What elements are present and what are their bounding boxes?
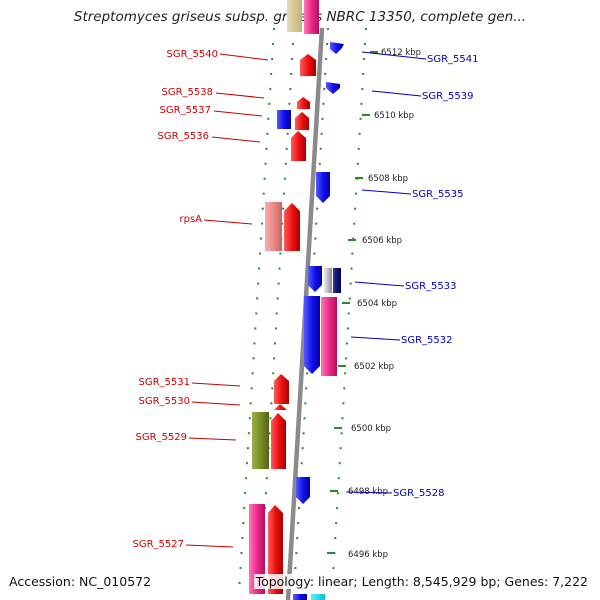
gene-pink-5527[interactable] xyxy=(249,504,265,594)
label-sgr-5527[interactable]: SGR_5527 xyxy=(133,539,185,550)
gene-partial-bottom-cyan[interactable] xyxy=(311,594,325,600)
gene-arrow-sgr-5529[interactable] xyxy=(271,413,286,469)
tick-6510: 6510 kbp xyxy=(374,111,414,121)
label-sgr-5535[interactable]: SGR_5535 xyxy=(412,189,464,200)
gene-arrow-rpsA[interactable] xyxy=(284,203,300,251)
tick-6500: 6500 kbp xyxy=(351,424,391,434)
gene-rpsA-partner[interactable] xyxy=(265,202,282,251)
gene-navy-5533[interactable] xyxy=(333,268,341,293)
gene-arrow-sgr-5535[interactable] xyxy=(316,172,330,203)
label-sgr-5533[interactable]: SGR_5533 xyxy=(405,281,457,292)
scale-ticks: 6512 kbp 6510 kbp 6508 kbp 6506 kbp 6504… xyxy=(327,48,421,560)
gene-blue-5537[interactable] xyxy=(277,110,291,129)
label-sgr-5539[interactable]: SGR_5539 xyxy=(422,91,474,102)
gene-partial-bottom-blue[interactable] xyxy=(293,594,307,600)
gene-arrow-sgr-5533[interactable] xyxy=(308,266,322,292)
right-gene-labels: SGR_5541 SGR_5539 SGR_5535 SGR_5533 SGR_… xyxy=(345,51,479,499)
forward-strand-genes xyxy=(293,42,344,600)
accession-text: Accession: NC_010572 xyxy=(9,574,152,589)
reverse-strand-genes xyxy=(249,0,319,594)
gene-arrow-sgr-5536[interactable] xyxy=(291,131,306,161)
tick-6506: 6506 kbp xyxy=(362,236,402,246)
label-sgr-5540[interactable]: SGR_5540 xyxy=(167,49,219,60)
gene-partial-top-tan[interactable] xyxy=(287,0,302,32)
label-sgr-5528[interactable]: SGR_5528 xyxy=(393,488,445,499)
gene-arrow-sgr-5539[interactable] xyxy=(326,82,340,94)
outer-right-dots xyxy=(331,27,367,593)
tick-6508: 6508 kbp xyxy=(368,174,408,184)
label-sgr-5530[interactable]: SGR_5530 xyxy=(139,396,191,407)
label-sgr-5529[interactable]: SGR_5529 xyxy=(136,432,188,443)
tick-6512: 6512 kbp xyxy=(381,48,421,58)
tick-6502: 6502 kbp xyxy=(354,362,394,372)
label-sgr-5537[interactable]: SGR_5537 xyxy=(160,105,212,116)
tick-6496: 6496 kbp xyxy=(348,550,388,560)
gene-arrow-sgr-5538[interactable] xyxy=(297,97,310,109)
topology-text: Topology: linear; Length: 8,545,929 bp; … xyxy=(253,574,590,589)
tick-6504: 6504 kbp xyxy=(357,299,397,309)
gene-arrow-sgr-5537[interactable] xyxy=(295,112,309,130)
gene-arrow-sgr-5541[interactable] xyxy=(330,42,344,54)
label-sgr-5531[interactable]: SGR_5531 xyxy=(139,377,191,388)
left-gene-labels: SGR_5540 SGR_5538 SGR_5537 SGR_5536 rpsA… xyxy=(133,49,269,550)
gene-arrow-sgr-5530[interactable] xyxy=(274,404,287,410)
gene-arrow-sgr-5540[interactable] xyxy=(300,54,316,76)
label-sgr-5538[interactable]: SGR_5538 xyxy=(162,87,214,98)
gene-arrow-sgr-5531[interactable] xyxy=(274,374,289,404)
gene-arrow-sgr-5532[interactable] xyxy=(304,296,320,374)
gene-pink-5532[interactable] xyxy=(321,297,337,376)
gene-grey-5533[interactable] xyxy=(324,268,332,293)
label-sgr-5541[interactable]: SGR_5541 xyxy=(427,54,479,65)
gene-arrow-sgr-5527[interactable] xyxy=(268,505,283,594)
label-rpsa[interactable]: rpsA xyxy=(179,214,202,225)
gene-olive-5529[interactable] xyxy=(252,412,269,469)
label-sgr-5532[interactable]: SGR_5532 xyxy=(401,335,453,346)
label-sgr-5536[interactable]: SGR_5536 xyxy=(158,131,210,142)
gene-partial-top-red[interactable] xyxy=(304,0,319,34)
gene-arrow-sgr-5528[interactable] xyxy=(296,477,310,504)
